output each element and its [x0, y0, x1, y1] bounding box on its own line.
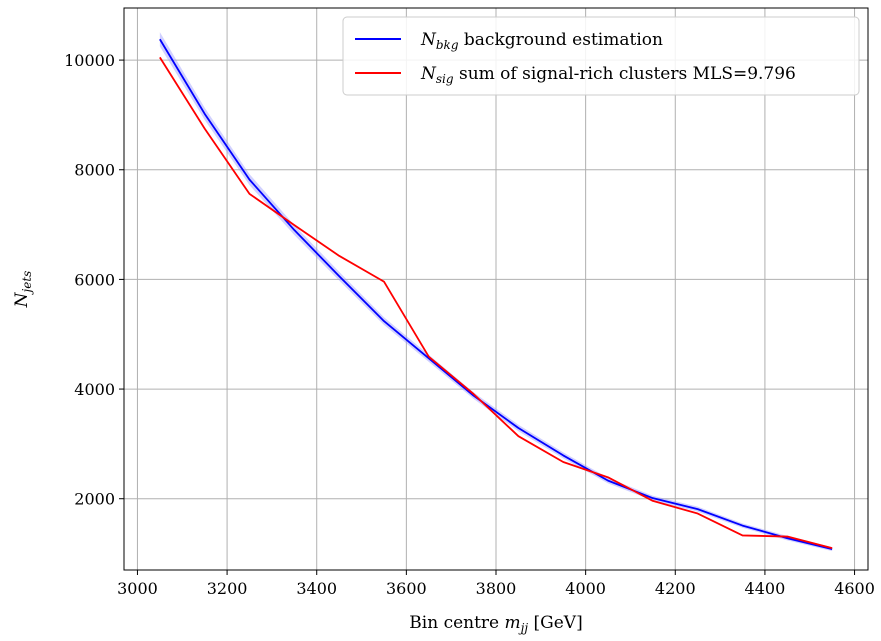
x-tick-label: 3800: [476, 579, 517, 598]
y-tick-label: 6000: [74, 270, 115, 289]
y-tick-label: 2000: [74, 490, 115, 509]
x-tick-label: 3200: [207, 579, 248, 598]
x-tick-label: 4200: [655, 579, 696, 598]
x-tick-label: 4400: [745, 579, 786, 598]
y-axis-label: Njets: [12, 271, 34, 309]
x-tick-label: 3400: [296, 579, 337, 598]
ticks: 3000 3200 3400 3600 3800 4000 4200 4400 4600 2000…: [64, 51, 875, 598]
y-axis-label-group: Njets: [12, 271, 34, 309]
legend-label-2: Nsig sum of signal-rich clusters MLS=9.7…: [420, 64, 796, 86]
x-tick-label: 3600: [386, 579, 427, 598]
y-tick-label: 4000: [74, 380, 115, 399]
x-tick-label: 4600: [834, 579, 875, 598]
x-tick-label: 4000: [565, 579, 606, 598]
x-tick-label: 3000: [117, 579, 158, 598]
x-axis-label: Bin centre mjj [GeV]: [409, 613, 582, 635]
y-tick-label: 8000: [74, 161, 115, 180]
y-tick-label: 10000: [64, 51, 115, 70]
